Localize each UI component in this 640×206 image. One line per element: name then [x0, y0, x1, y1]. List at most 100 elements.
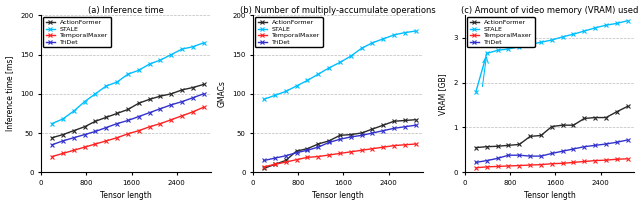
TemporalMaxer [472, 166, 480, 169]
TriDet [580, 145, 588, 148]
STALE [570, 33, 577, 35]
Title: (b) Number of multiply-accumulate operations: (b) Number of multiply-accumulate operat… [240, 6, 436, 15]
TriDet [292, 151, 300, 154]
TriDet [271, 157, 278, 159]
TemporalMaxer [483, 166, 491, 168]
ActionFormer [494, 145, 502, 147]
TriDet [336, 138, 344, 140]
STALE [526, 43, 534, 46]
STALE [358, 47, 365, 49]
TemporalMaxer [570, 161, 577, 164]
STALE [59, 118, 67, 120]
ActionFormer [70, 129, 77, 132]
Line: TemporalMaxer: TemporalMaxer [262, 142, 418, 169]
TemporalMaxer [113, 137, 121, 139]
ActionFormer [124, 108, 132, 111]
TriDet [260, 159, 268, 162]
ActionFormer [314, 143, 322, 145]
ActionFormer [602, 116, 610, 119]
Line: STALE: STALE [50, 40, 206, 126]
STALE [515, 46, 523, 48]
ActionFormer [515, 143, 523, 146]
Y-axis label: VRAM [GB]: VRAM [GB] [438, 73, 447, 115]
ActionFormer [548, 125, 556, 128]
TriDet [412, 124, 420, 126]
STALE [179, 48, 186, 50]
TriDet [347, 136, 355, 138]
STALE [92, 92, 99, 95]
TriDet [505, 154, 513, 156]
TemporalMaxer [358, 149, 365, 152]
X-axis label: Tensor length: Tensor length [312, 191, 364, 200]
ActionFormer [113, 112, 121, 115]
TriDet [113, 122, 121, 125]
STALE [200, 42, 207, 44]
STALE [271, 94, 278, 97]
TriDet [390, 127, 398, 130]
TemporalMaxer [168, 118, 175, 121]
STALE [537, 41, 545, 43]
ActionFormer [537, 134, 545, 137]
Line: ActionFormer: ActionFormer [262, 117, 418, 171]
TemporalMaxer [401, 144, 409, 146]
Line: TriDet: TriDet [474, 138, 630, 165]
ActionFormer [336, 134, 344, 137]
TriDet [494, 157, 502, 160]
STALE [494, 49, 502, 52]
TemporalMaxer [271, 163, 278, 166]
STALE [347, 55, 355, 57]
TemporalMaxer [548, 163, 556, 165]
TriDet [59, 140, 67, 142]
STALE [102, 85, 110, 87]
ActionFormer [483, 145, 491, 148]
STALE [336, 61, 344, 64]
TemporalMaxer [613, 158, 621, 160]
TemporalMaxer [200, 106, 207, 108]
ActionFormer [146, 98, 154, 101]
X-axis label: Tensor length: Tensor length [524, 191, 575, 200]
TriDet [135, 115, 143, 118]
TemporalMaxer [70, 149, 77, 152]
TriDet [591, 144, 599, 147]
ActionFormer [292, 150, 300, 152]
TemporalMaxer [580, 160, 588, 163]
STALE [70, 110, 77, 112]
ActionFormer [59, 133, 67, 136]
STALE [146, 63, 154, 65]
TemporalMaxer [81, 146, 88, 148]
TriDet [200, 92, 207, 95]
Title: (a) Inference time: (a) Inference time [88, 6, 164, 15]
TemporalMaxer [48, 155, 56, 158]
STALE [81, 100, 88, 103]
TemporalMaxer [303, 156, 311, 159]
TriDet [380, 129, 387, 132]
TriDet [70, 137, 77, 139]
TemporalMaxer [347, 151, 355, 153]
TriDet [179, 100, 186, 103]
ActionFormer [358, 132, 365, 134]
ActionFormer [380, 124, 387, 126]
ActionFormer [303, 147, 311, 150]
TemporalMaxer [189, 111, 196, 113]
TemporalMaxer [412, 143, 420, 145]
STALE [325, 67, 333, 69]
TriDet [624, 139, 632, 141]
TriDet [548, 152, 556, 155]
TriDet [282, 154, 289, 157]
TriDet [483, 159, 491, 162]
TemporalMaxer [505, 165, 513, 167]
TriDet [515, 154, 523, 156]
TriDet [325, 141, 333, 144]
TriDet [401, 125, 409, 128]
TriDet [526, 155, 534, 157]
TriDet [314, 146, 322, 148]
STALE [260, 98, 268, 101]
TriDet [369, 132, 376, 134]
STALE [613, 22, 621, 25]
TemporalMaxer [559, 162, 566, 165]
STALE [282, 90, 289, 93]
Title: (c) Amount of video memory (VRAM) used: (c) Amount of video memory (VRAM) used [461, 6, 639, 15]
TriDet [537, 155, 545, 157]
TemporalMaxer [515, 164, 523, 167]
Line: ActionFormer: ActionFormer [50, 82, 206, 140]
